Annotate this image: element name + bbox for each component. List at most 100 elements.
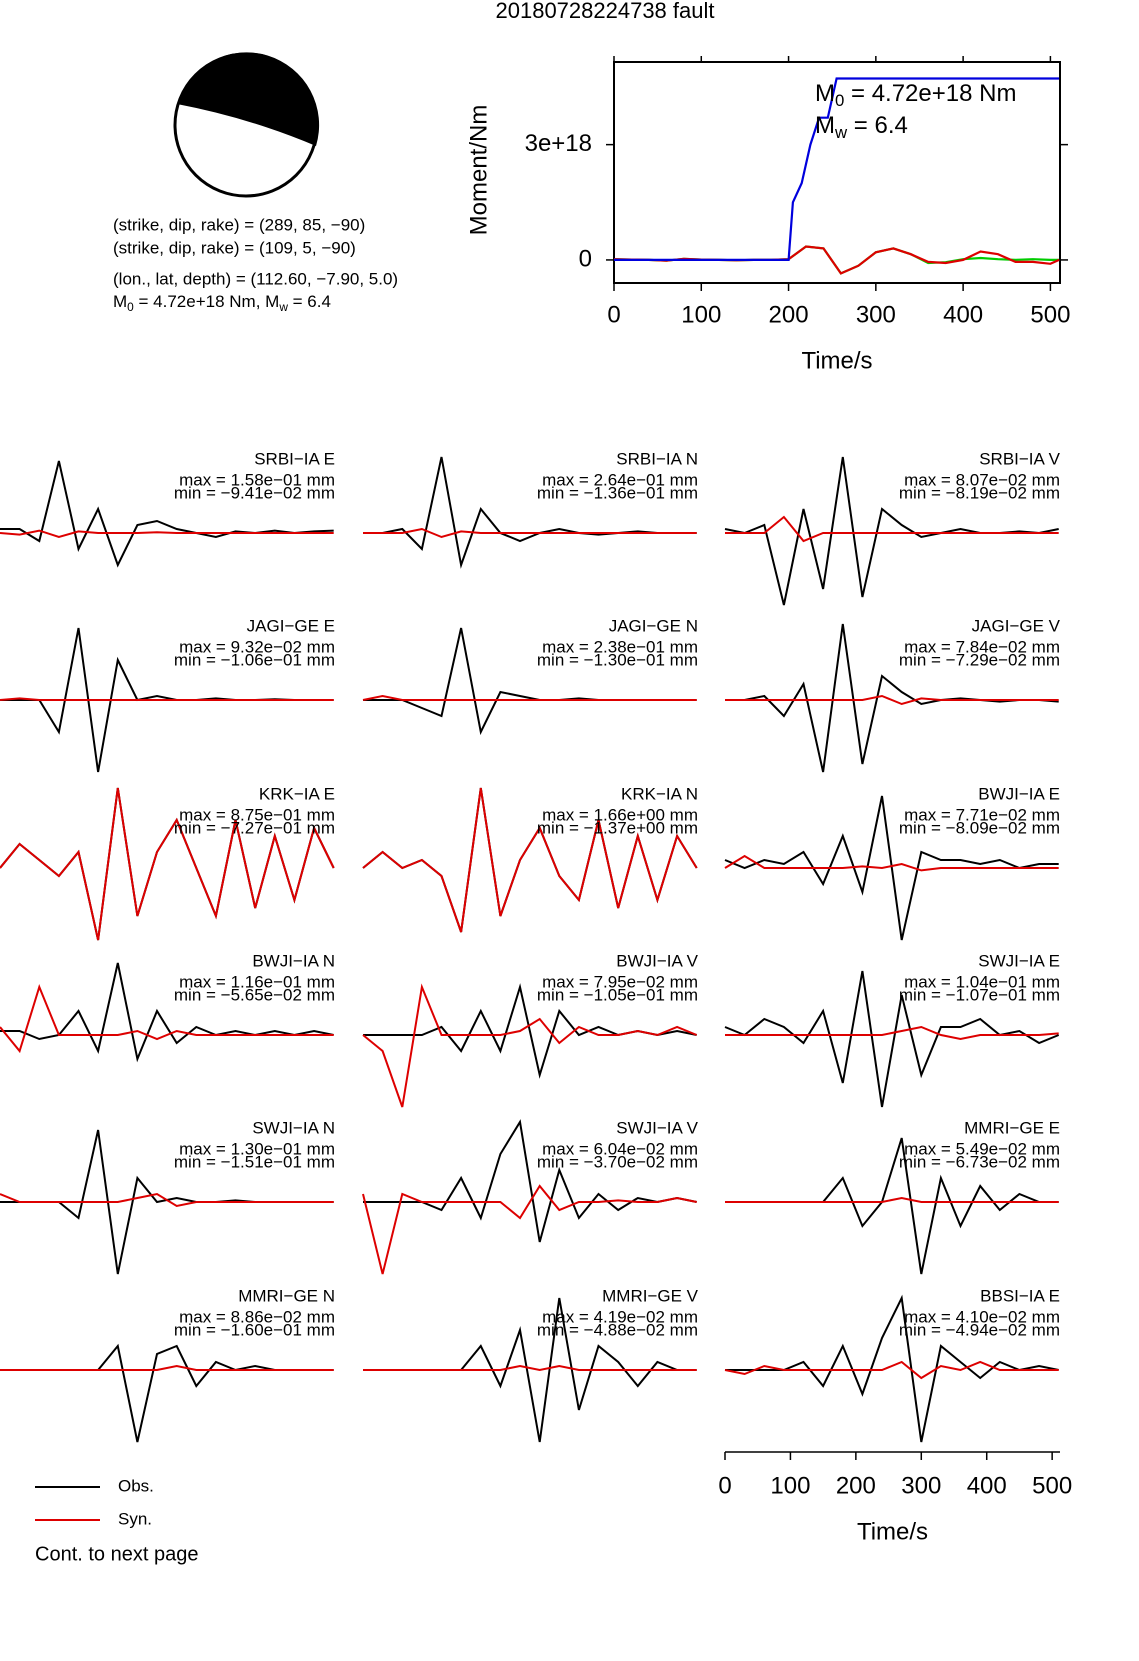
station-label: MMRI−GE N: [238, 1286, 335, 1305]
min-label: min = −8.09e−02 mm: [899, 818, 1060, 837]
subscript: 0: [835, 92, 844, 111]
syn-trace: [362, 983, 698, 1108]
min-label: min = −1.05e−01 mm: [537, 985, 698, 1004]
min-label: min = −1.06e−01 mm: [174, 650, 335, 669]
station-label: SRBI−IA N: [616, 449, 698, 468]
obs-trace: [724, 795, 1059, 941]
max-label: max = 8.86e−02 mm: [179, 1307, 335, 1326]
syn-trace: [363, 527, 697, 539]
station-label: BWJI−IA V: [616, 951, 698, 970]
mechanism-line: (lon., lat, depth) = (112.60, −7.90, 5.0…: [113, 269, 398, 288]
x-tick-label: 200: [836, 1472, 876, 1499]
station-label: SRBI−IA V: [979, 449, 1060, 468]
min-label: min = −5.65e−02 mm: [174, 985, 335, 1004]
text-part: M: [815, 112, 835, 139]
legend-label: Obs.: [118, 1476, 154, 1495]
moment-curve: [614, 77, 1060, 261]
text-part: M: [815, 80, 835, 107]
station-label: BWJI−IA N: [252, 951, 335, 970]
subscript: w: [834, 124, 848, 143]
text-part: = 6.4: [288, 292, 331, 311]
min-label: min = −1.07e−01 mm: [899, 985, 1060, 1004]
station-label: MMRI−GE V: [602, 1286, 699, 1305]
x-tick-label: 300: [856, 301, 896, 328]
y-axis-label: Moment/Nm: [465, 105, 492, 236]
syn-trace: [363, 1364, 697, 1372]
station-label: KRK−IA N: [621, 784, 698, 803]
x-tick-label: 500: [1032, 1472, 1072, 1499]
x-tick-label: 200: [769, 301, 809, 328]
max-label: max = 1.04e−01 mm: [904, 972, 1060, 991]
obs-trace: [363, 456, 697, 569]
station-label: SWJI−IA V: [616, 1118, 698, 1137]
min-label: min = −7.29e−02 mm: [899, 650, 1060, 669]
station-label: KRK−IA E: [259, 784, 335, 803]
station-label: MMRI−GE E: [964, 1118, 1060, 1137]
text-part: = 4.72e+18 Nm: [844, 80, 1016, 107]
min-label: min = −4.94e−02 mm: [899, 1320, 1060, 1339]
max-label: max = 2.38e−01 mm: [542, 637, 698, 656]
x-tick-label: 100: [770, 1472, 810, 1499]
syn-trace: [0, 529, 334, 539]
subscript: 0: [127, 300, 134, 314]
station-label: SRBI−IA E: [254, 449, 335, 468]
syn-trace: [362, 1184, 697, 1275]
mechanism-line: (strike, dip, rake) = (289, 85, −90): [113, 215, 365, 234]
min-label: min = −3.70e−02 mm: [537, 1152, 698, 1171]
max-label: max = 8.07e−02 mm: [904, 470, 1060, 489]
beachball: [173, 52, 320, 198]
x-axis-label: Time/s: [801, 347, 872, 374]
min-label: min = −4.88e−02 mm: [537, 1320, 698, 1339]
annotation: Mw = 6.4: [815, 112, 908, 142]
legend-label: Syn.: [118, 1509, 152, 1528]
syn-trace: [724, 854, 1059, 872]
max-label: max = 1.58e−01 mm: [179, 470, 335, 489]
text-part: = 4.72e+18 Nm, M: [134, 292, 280, 311]
x-tick-label: 400: [943, 301, 983, 328]
min-label: min = −6.73e−02 mm: [899, 1152, 1060, 1171]
station-label: BWJI−IA E: [978, 784, 1060, 803]
max-label: max = 1.16e−01 mm: [179, 972, 335, 991]
syn-trace: [362, 694, 697, 701]
syn-trace: [725, 694, 1059, 706]
max-label: max = 9.32e−02 mm: [179, 637, 335, 656]
x-tick-label: 0: [607, 301, 620, 328]
mechanism-text: (strike, dip, rake) = (289, 85, −90) (str…: [113, 215, 398, 314]
min-label: min = −1.36e−01 mm: [537, 483, 698, 502]
syn-trace: [0, 697, 334, 701]
max-label: max = 7.71e−02 mm: [904, 805, 1060, 824]
station-label: SWJI−IA N: [252, 1118, 335, 1137]
min-label: min = −7.27e−01 mm: [174, 818, 335, 837]
max-label: max = 7.95e−02 mm: [542, 972, 698, 991]
text-part: = 6.4: [847, 112, 908, 139]
x-tick-label: 100: [681, 301, 721, 328]
station-label: JAGI−GE V: [972, 616, 1061, 635]
x-tick-label: 300: [901, 1472, 941, 1499]
max-label: max = 8.75e−01 mm: [179, 805, 335, 824]
min-label: min = −1.37e+00 mm: [537, 818, 698, 837]
station-label: JAGI−GE E: [247, 616, 335, 635]
y-tick-label: 3e+18: [525, 130, 592, 157]
min-label: min = −1.60e−01 mm: [174, 1320, 335, 1339]
obs-trace: [0, 1343, 334, 1443]
x-tick-label: 500: [1030, 301, 1070, 328]
station-label: JAGI−GE N: [609, 616, 698, 635]
syn-trace: [0, 1192, 334, 1208]
plot-frame: [613, 61, 1061, 284]
note: Cont. to next page: [35, 1543, 198, 1565]
x-axis-label: Time/s: [857, 1518, 928, 1545]
max-label: max = 6.04e−02 mm: [542, 1139, 698, 1158]
moment-chart: 0 100 200 300 400 500 0 3e+18 Time/s Moment/Nm M0 …: [465, 56, 1070, 374]
station-label: SWJI−IA E: [978, 951, 1060, 970]
text-part: M: [113, 292, 127, 311]
min-label: min = −1.51e−01 mm: [174, 1152, 335, 1171]
syn-trace: [725, 1196, 1059, 1203]
max-label: max = 1.30e−01 mm: [179, 1139, 335, 1158]
mechanism-line: (strike, dip, rake) = (109, 5, −90): [113, 238, 356, 257]
syn-trace: [0, 984, 334, 1054]
syn-trace: [0, 1364, 334, 1371]
max-label: max = 2.64e−01 mm: [542, 470, 698, 489]
syn-trace: [725, 515, 1059, 543]
beachball-compression: [177, 52, 320, 147]
